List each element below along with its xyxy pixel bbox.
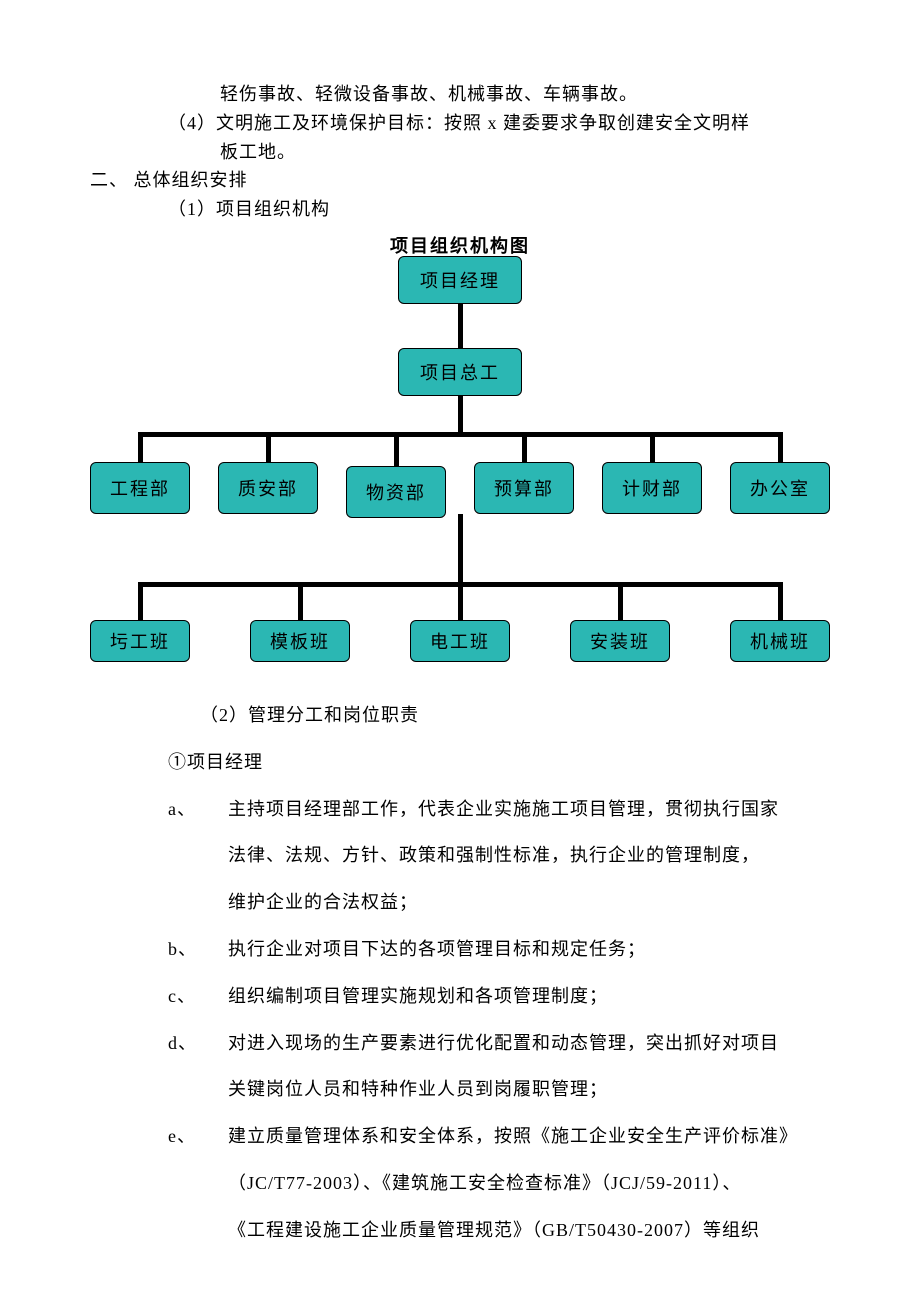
duty-text: 对进入现场的生产要素进行优化配置和动态管理，突出抓好对项目 xyxy=(228,1020,820,1067)
duty-label: a、 xyxy=(168,786,228,833)
org-chart-title: 项目组织机构图 xyxy=(90,232,830,258)
node-team: 安装班 xyxy=(570,620,670,662)
node-dept: 预算部 xyxy=(474,462,574,514)
duty-text-cont: 关键岗位人员和特种作业人员到岗履职管理； xyxy=(90,1066,830,1113)
section-2-sub2: （2）管理分工和岗位职责 xyxy=(90,692,830,739)
duty-text: 组织编制项目管理实施规划和各项管理制度； xyxy=(228,973,820,1020)
duty-label: b、 xyxy=(168,926,228,973)
node-label: 电工班 xyxy=(430,628,490,654)
node-label: 质安部 xyxy=(238,475,298,501)
connector-l2-hbar xyxy=(458,396,463,434)
duty-text-cont: 《工程建设施工企业质量管理规范》（GB/T50430-2007）等组织 xyxy=(90,1207,830,1254)
document-page: 轻伤事故、轻微设备事故、机械事故、车辆事故。 （4）文明施工及环境保护目标：按照… xyxy=(0,0,920,1314)
duty-item: a、主持项目经理部工作，代表企业实施施工项目管理，贯彻执行国家 xyxy=(90,786,830,833)
duty-label: c、 xyxy=(168,973,228,1020)
node-dept: 办公室 xyxy=(730,462,830,514)
node-team: 模板班 xyxy=(250,620,350,662)
duty-item: b、执行企业对项目下达的各项管理目标和规定任务； xyxy=(90,926,830,973)
section-2-heading: 二、 总体组织安排 xyxy=(90,166,830,195)
duty-label: e、 xyxy=(168,1113,228,1160)
connector-drop-l3 xyxy=(394,432,399,466)
duty-item: c、组织编制项目管理实施规划和各项管理制度； xyxy=(90,973,830,1020)
node-label: 办公室 xyxy=(750,475,810,501)
node-label: 项目总工 xyxy=(420,359,500,385)
node-team: 机械班 xyxy=(730,620,830,662)
connector-drop-l4 xyxy=(778,582,783,620)
item4-label: （4） xyxy=(168,113,216,133)
item4-text1: 文明施工及环境保护目标：按照 x 建委要求争取创建安全文明样 xyxy=(216,113,750,133)
connector-drop-l3 xyxy=(650,432,655,462)
connector-drop-l3 xyxy=(138,432,143,462)
connector-drop-l4 xyxy=(458,582,463,620)
node-label: 机械班 xyxy=(750,628,810,654)
connector-drop-l4 xyxy=(138,582,143,620)
role-1-title: ①项目经理 xyxy=(90,739,830,786)
duty-text-cont: 法律、法规、方针、政策和强制性标准，执行企业的管理制度， xyxy=(90,832,830,879)
connector-drop-l4 xyxy=(618,582,623,620)
duty-label: d、 xyxy=(168,1020,228,1067)
node-label: 圬工班 xyxy=(110,628,170,654)
duty-text-cont: 维护企业的合法权益； xyxy=(90,879,830,926)
connector-l3-hbar2 xyxy=(458,514,463,584)
node-dept: 质安部 xyxy=(218,462,318,514)
node-label: 安装班 xyxy=(590,628,650,654)
node-chief-engineer: 项目总工 xyxy=(398,348,522,396)
node-label: 物资部 xyxy=(366,479,426,505)
node-label: 工程部 xyxy=(110,475,170,501)
duty-text: 主持项目经理部工作，代表企业实施施工项目管理，贯彻执行国家 xyxy=(228,786,820,833)
connector-drop-l3 xyxy=(778,432,783,462)
node-team: 电工班 xyxy=(410,620,510,662)
node-label: 模板班 xyxy=(270,628,330,654)
intro-item4-line1: （4）文明施工及环境保护目标：按照 x 建委要求争取创建安全文明样 xyxy=(90,109,830,138)
connector-drop-l3 xyxy=(522,432,527,462)
node-label: 项目经理 xyxy=(420,267,500,293)
connector-drop-l4 xyxy=(298,582,303,620)
duty-item: e、建立质量管理体系和安全体系，按照《施工企业安全生产评价标准》 xyxy=(90,1113,830,1160)
duty-item: d、对进入现场的生产要素进行优化配置和动态管理，突出抓好对项目 xyxy=(90,1020,830,1067)
node-dept: 工程部 xyxy=(90,462,190,514)
node-project-manager: 项目经理 xyxy=(398,256,522,304)
intro-item4-line2: 板工地。 xyxy=(90,138,830,167)
node-team: 圬工班 xyxy=(90,620,190,662)
node-label: 计财部 xyxy=(622,475,682,501)
duty-text-cont: （JC/T77-2003）、《建筑施工安全检查标准》（JCJ/59-2011）、 xyxy=(90,1160,830,1207)
intro-line-1: 轻伤事故、轻微设备事故、机械事故、车辆事故。 xyxy=(90,80,830,109)
org-chart: 项目组织机构图 项目经理 项目总工 工程部 质安部 物资部 预算部 计财部 办公室 圬工班… xyxy=(90,232,830,692)
duty-text: 执行企业对项目下达的各项管理目标和规定任务； xyxy=(228,926,820,973)
connector-drop-l3 xyxy=(266,432,271,462)
connector-l1-l2 xyxy=(458,304,463,348)
connector-hbar-1 xyxy=(140,432,780,437)
duty-text: 建立质量管理体系和安全体系，按照《施工企业安全生产评价标准》 xyxy=(228,1113,820,1160)
section-2-sub1: （1）项目组织机构 xyxy=(90,195,830,224)
node-dept: 物资部 xyxy=(346,466,446,518)
node-label: 预算部 xyxy=(494,475,554,501)
node-dept: 计财部 xyxy=(602,462,702,514)
